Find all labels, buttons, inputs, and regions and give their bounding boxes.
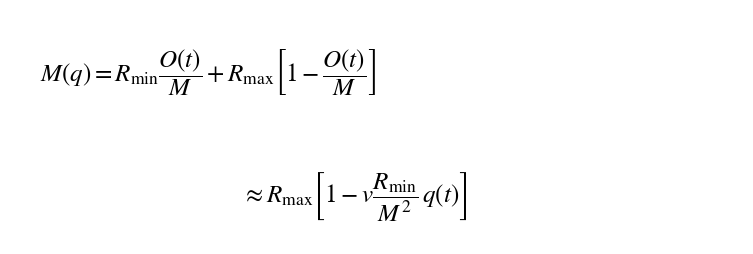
Text: $M(q) = R_{\min} \dfrac{O(t)}{M} + R_{\max}\left[1 - \dfrac{O(t)}{M}\right]$: $M(q) = R_{\min} \dfrac{O(t)}{M} + R_{\m… [40,47,376,98]
Text: $\approx R_{\max}\left[1 - v\dfrac{R_{\min}}{M^2}\, q(t)\right]$: $\approx R_{\max}\left[1 - v\dfrac{R_{\m… [242,170,468,223]
